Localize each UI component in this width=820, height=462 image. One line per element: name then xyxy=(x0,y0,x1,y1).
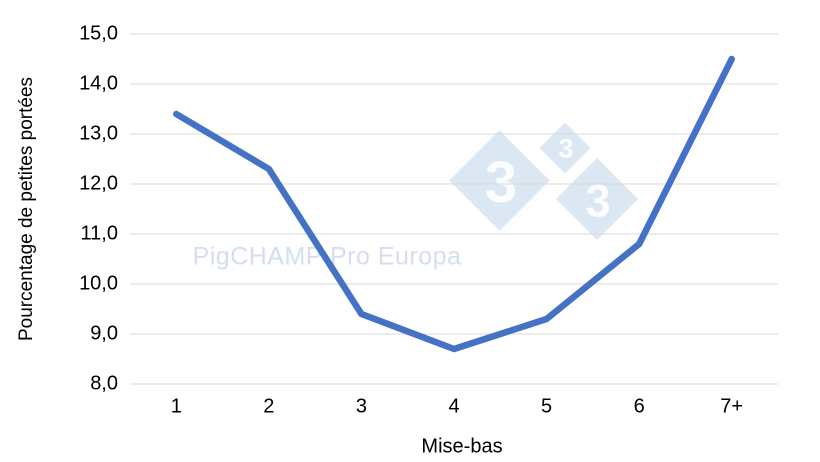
data-series-line xyxy=(173,55,735,353)
logo-digit-medium: 3 xyxy=(585,175,611,227)
x-tick-label: 3 xyxy=(355,395,367,418)
y-tick-label: 15,0 xyxy=(79,22,118,45)
y-tick-label: 11,0 xyxy=(80,222,118,245)
logo-digit-large: 3 xyxy=(484,150,518,215)
x-tick-label: 5 xyxy=(541,395,553,418)
x-axis-title: Mise-bas xyxy=(421,435,503,458)
y-tick-label: 9,0 xyxy=(90,322,118,345)
y-axis-title: Pourcentage de petites portées xyxy=(16,76,37,342)
y-tick-label: 10,0 xyxy=(79,272,118,295)
x-tick-label: 2 xyxy=(263,395,275,418)
y-tick-label: 8,0 xyxy=(90,372,118,395)
x-tick-label: 4 xyxy=(448,395,460,418)
y-tick-label: 13,0 xyxy=(79,122,118,145)
y-tick-label: 12,0 xyxy=(79,172,118,195)
logo-digit-small: 3 xyxy=(558,133,574,164)
x-tick-label: 1 xyxy=(170,395,182,418)
x-tick-label: 6 xyxy=(633,395,645,418)
y-tick-label: 14,0 xyxy=(79,72,118,95)
x-tick-label: 7+ xyxy=(720,395,744,418)
